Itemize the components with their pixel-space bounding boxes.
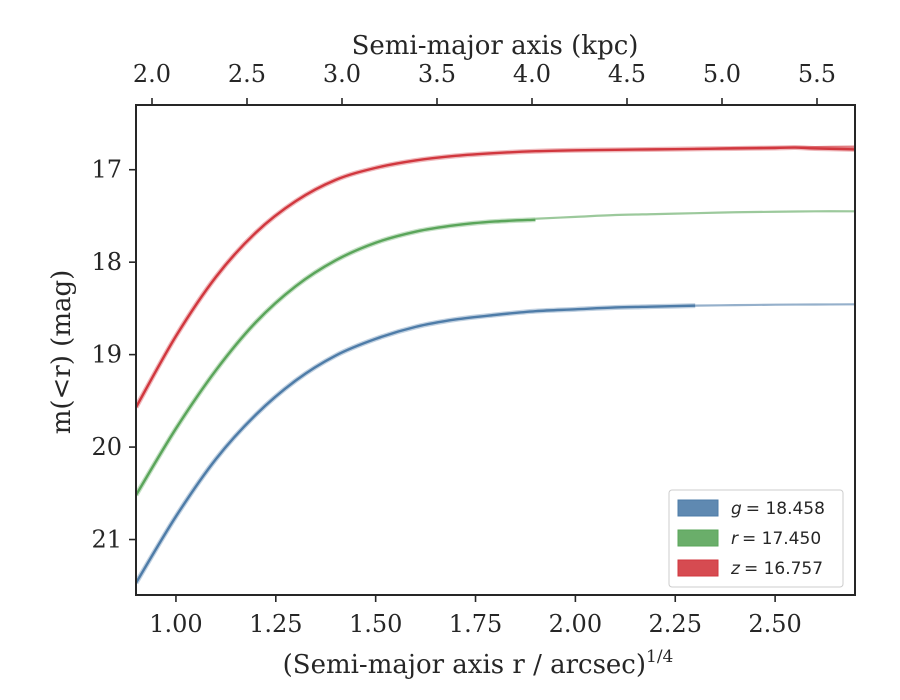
x-tick-label: 2.50 xyxy=(748,610,801,638)
series-r-extension xyxy=(535,210,855,220)
y-tick-label: 20 xyxy=(91,433,122,461)
y-tick-label: 19 xyxy=(91,341,122,369)
legend-var: z xyxy=(730,559,741,579)
legend-value: = 16.757 xyxy=(744,559,823,579)
top-x-axis: 2.0 2.5 3.0 3.5 4.0 4.5 5.0 5.5 xyxy=(133,60,836,105)
top-x-tick-label: 5.5 xyxy=(798,60,836,88)
series-z xyxy=(136,145,855,409)
x-axis-title: (Semi-major axis r / arcsec)1/4 xyxy=(283,647,674,680)
top-x-tick-label: 2.5 xyxy=(228,60,266,88)
top-x-tick-label: 4.0 xyxy=(513,60,551,88)
y-axis: 17 18 19 20 21 xyxy=(91,156,136,554)
top-x-axis-title: Semi-major axis (kpc) xyxy=(352,31,639,61)
x-tick-label: 1.50 xyxy=(349,610,402,638)
series-g xyxy=(136,303,855,585)
top-x-tick-label: 3.0 xyxy=(323,60,361,88)
legend-value: = 17.450 xyxy=(742,529,821,549)
series-z-line xyxy=(136,146,855,408)
legend-label: z = 16.757 xyxy=(730,559,823,579)
y-tick-label: 21 xyxy=(91,526,122,554)
legend-swatch xyxy=(677,529,719,547)
plot-frame xyxy=(135,104,856,596)
x-tick-label: 2.00 xyxy=(549,610,602,638)
series-layer xyxy=(136,145,855,585)
top-x-tick-label: 4.5 xyxy=(608,60,646,88)
top-x-tick-label: 2.0 xyxy=(133,60,171,88)
legend-value: = 18.458 xyxy=(746,499,825,519)
legend-var: g xyxy=(731,499,742,519)
x-tick-label: 1.00 xyxy=(149,610,202,638)
x-tick-label: 1.75 xyxy=(449,610,502,638)
x-tick-label: 2.25 xyxy=(649,610,702,638)
legend-item-r: r = 17.450 xyxy=(677,529,821,549)
y-tick-label: 18 xyxy=(91,248,122,276)
legend-swatch xyxy=(677,559,719,577)
x-tick-label: 1.25 xyxy=(249,610,302,638)
top-x-tick-label: 5.0 xyxy=(703,60,741,88)
legend-swatch xyxy=(677,499,719,517)
series-g-extension xyxy=(695,303,855,307)
y-tick-label: 17 xyxy=(91,156,122,184)
series-r xyxy=(136,210,855,497)
series-g-line xyxy=(136,304,696,584)
series-r-line xyxy=(136,218,536,496)
series-g-band xyxy=(136,303,696,585)
top-x-tick-label: 3.5 xyxy=(418,60,456,88)
x-axis-title-exponent: 1/4 xyxy=(646,647,673,667)
series-z-band xyxy=(136,145,855,409)
legend-item-z: z = 16.757 xyxy=(677,559,823,579)
legend-item-g: g = 18.458 xyxy=(677,499,825,519)
legend-label: r = 17.450 xyxy=(731,529,821,549)
legend-label: g = 18.458 xyxy=(731,499,825,519)
x-axis-title-text: (Semi-major axis r / arcsec) xyxy=(283,650,646,680)
y-axis-title: m(<r) (mag) xyxy=(47,270,77,435)
legend-var: r xyxy=(731,529,739,549)
bottom-x-axis: 1.00 1.25 1.50 1.75 2.00 2.25 2.50 xyxy=(149,595,802,638)
